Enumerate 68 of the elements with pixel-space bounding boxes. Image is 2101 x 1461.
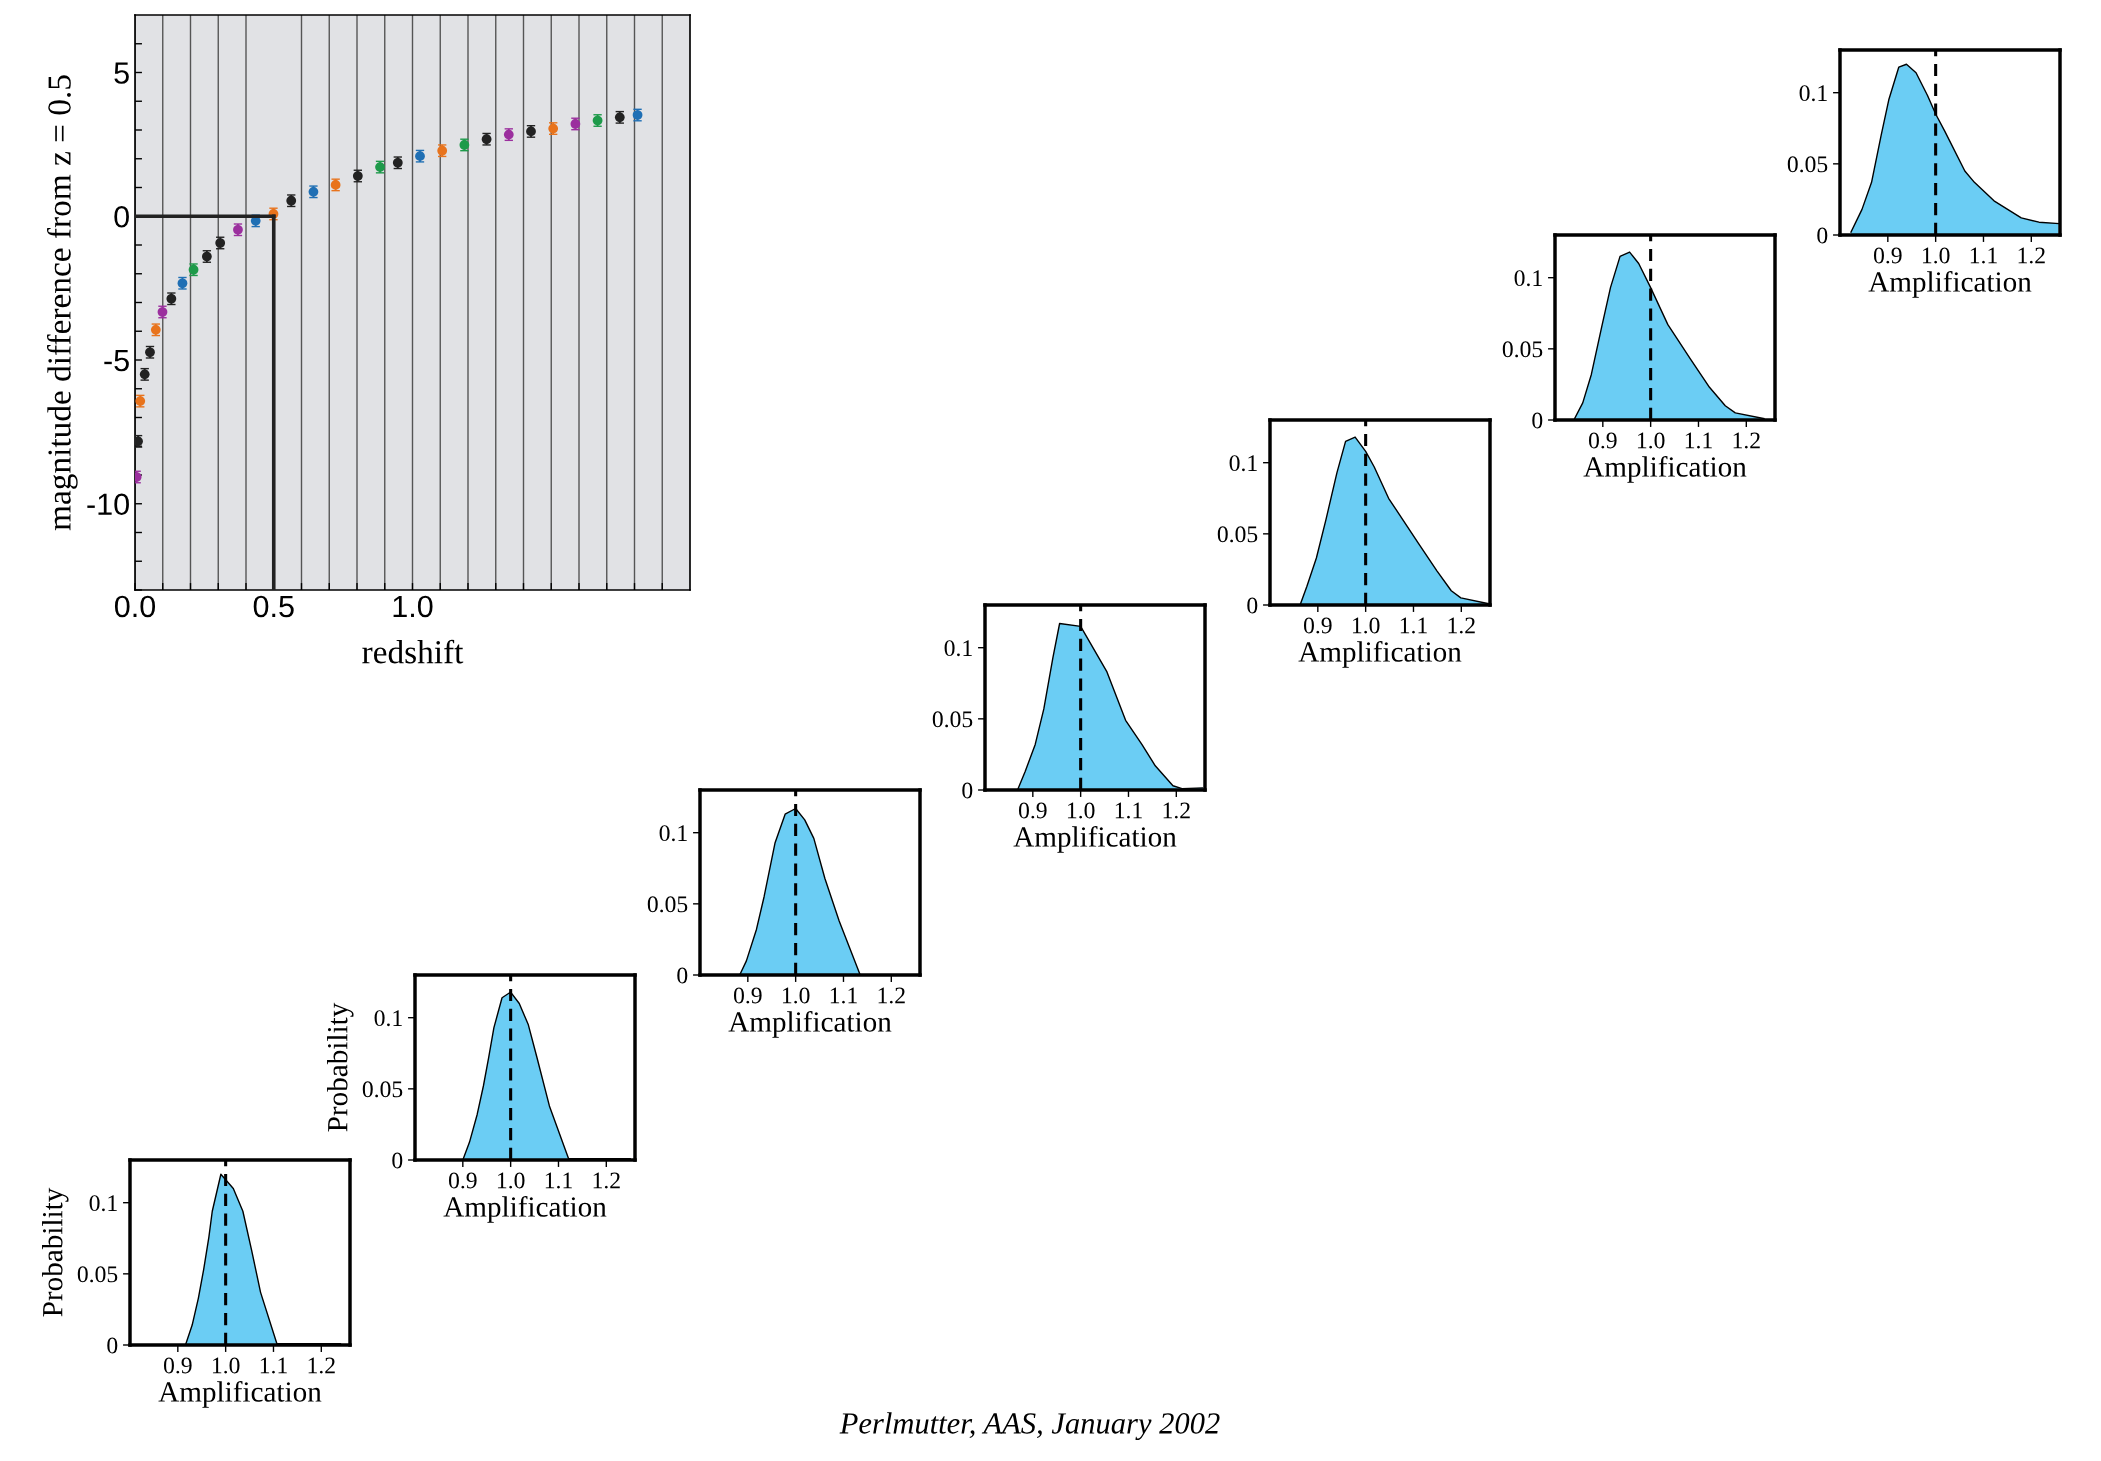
x-tick-label: 0.9 (733, 987, 762, 1004)
y-tick-label: -5 (104, 350, 129, 372)
x-tick-label: 0.9 (1873, 247, 1902, 264)
x-tick-label: 1.0 (1922, 247, 1950, 264)
y-tick-label: 5 (114, 62, 129, 84)
x-tick-label: 1.0 (782, 987, 810, 1004)
x-tick-label: 1.0 (497, 1172, 525, 1189)
y-tick-label: 0 (1817, 227, 1828, 244)
y-tick-label: -10 (87, 493, 129, 516)
x-tick-label: 1.0 (1067, 802, 1095, 819)
y-tick-label: 0.1 (944, 640, 972, 657)
x-axis-title: redshift (362, 639, 464, 664)
x-tick-label: 1.0 (1352, 617, 1380, 634)
x-axis-title: Amplification (1013, 826, 1177, 853)
y-tick-label: 0.1 (1514, 270, 1542, 287)
x-tick-label: 1.1 (1970, 247, 1997, 264)
y-tick-label: 0.1 (1229, 455, 1257, 472)
y-tick-label: 0 (962, 782, 973, 799)
x-tick-label: 1.0 (212, 1357, 240, 1374)
x-axis-title: Amplification (728, 1011, 892, 1038)
y-tick-label: 0 (1532, 412, 1543, 429)
y-axis-title: magnitude difference from z = 0.5 (46, 75, 78, 531)
y-tick-label: 0.05 (362, 1081, 403, 1098)
y-tick-label: 0 (1247, 597, 1258, 614)
y-axis-title: Probability (327, 1002, 354, 1132)
x-tick-label: 0.9 (448, 1172, 477, 1189)
x-tick-label: 1.1 (1115, 802, 1142, 819)
y-tick-label: 0 (107, 1337, 118, 1354)
x-axis-title: Amplification (158, 1381, 322, 1408)
y-tick-label: 0 (677, 967, 688, 984)
y-tick-label: 0.1 (1799, 85, 1827, 102)
x-tick-label: 1.1 (260, 1357, 287, 1374)
y-axis-title: Probability (42, 1187, 69, 1317)
x-axis-title: Amplification (1298, 641, 1462, 668)
x-tick-label: 0.5 (253, 595, 294, 618)
x-tick-label: 1.2 (1163, 802, 1190, 819)
y-tick-label: 0.1 (374, 1010, 402, 1027)
x-tick-label: 1.1 (830, 987, 857, 1004)
y-tick-label: 0.05 (932, 711, 973, 728)
y-tick-label: 0.05 (647, 896, 688, 913)
x-axis-title: Amplification (443, 1196, 607, 1223)
x-tick-label: 1.1 (1685, 432, 1712, 449)
x-tick-label: 1.0 (393, 595, 433, 618)
x-tick-label: 1.1 (545, 1172, 572, 1189)
x-tick-label: 1.2 (1448, 617, 1475, 634)
y-tick-label: 0.1 (89, 1195, 117, 1212)
x-tick-label: 0.0 (114, 595, 156, 618)
x-tick-label: 0.9 (1588, 432, 1617, 449)
x-tick-label: 1.2 (1733, 432, 1760, 449)
x-tick-label: 1.2 (308, 1357, 335, 1374)
x-tick-label: 1.2 (593, 1172, 620, 1189)
y-tick-label: 0.05 (1502, 341, 1543, 358)
x-axis-title: Amplification (1583, 456, 1747, 483)
y-tick-label: 0.05 (77, 1266, 118, 1283)
x-tick-label: 0.9 (1018, 802, 1047, 819)
x-tick-label: 1.0 (1637, 432, 1665, 449)
x-axis-title: Amplification (1868, 271, 2032, 298)
y-tick-label: 0.1 (659, 825, 687, 842)
x-tick-label: 0.9 (163, 1357, 192, 1374)
y-tick-label: 0 (392, 1152, 403, 1169)
y-tick-label: 0.05 (1787, 156, 1828, 173)
x-tick-label: 1.2 (878, 987, 905, 1004)
y-tick-label: 0.05 (1217, 526, 1258, 543)
y-tick-label: 0 (114, 205, 129, 228)
x-tick-label: 1.2 (2018, 247, 2045, 264)
text: Perlmutter, AAS, January 2002 (839, 1412, 1220, 1440)
x-tick-label: 1.1 (1400, 617, 1427, 634)
x-tick-label: 0.9 (1303, 617, 1332, 634)
